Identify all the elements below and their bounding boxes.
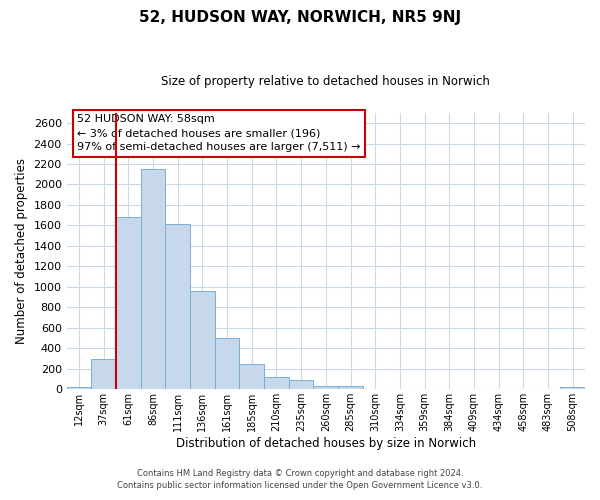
- Bar: [289, 380, 313, 390]
- Text: Contains HM Land Registry data © Crown copyright and database right 2024.
Contai: Contains HM Land Registry data © Crown c…: [118, 468, 482, 490]
- Bar: [536, 389, 560, 390]
- Bar: [511, 389, 536, 390]
- Bar: [363, 389, 388, 390]
- Bar: [116, 217, 141, 390]
- Bar: [412, 389, 437, 390]
- Bar: [560, 387, 585, 390]
- X-axis label: Distribution of detached houses by size in Norwich: Distribution of detached houses by size …: [176, 437, 476, 450]
- Bar: [166, 224, 190, 390]
- Bar: [215, 338, 239, 390]
- Bar: [91, 358, 116, 390]
- Bar: [264, 377, 289, 390]
- Bar: [239, 364, 264, 390]
- Bar: [141, 169, 166, 390]
- Title: Size of property relative to detached houses in Norwich: Size of property relative to detached ho…: [161, 75, 490, 88]
- Bar: [313, 386, 338, 390]
- Text: 52, HUDSON WAY, NORWICH, NR5 9NJ: 52, HUDSON WAY, NORWICH, NR5 9NJ: [139, 10, 461, 25]
- Y-axis label: Number of detached properties: Number of detached properties: [15, 158, 28, 344]
- Bar: [190, 291, 215, 390]
- Bar: [486, 389, 511, 390]
- Bar: [437, 389, 461, 390]
- Bar: [461, 389, 486, 390]
- Bar: [67, 387, 91, 390]
- Bar: [388, 389, 412, 390]
- Text: 52 HUDSON WAY: 58sqm
← 3% of detached houses are smaller (196)
97% of semi-detac: 52 HUDSON WAY: 58sqm ← 3% of detached ho…: [77, 114, 361, 152]
- Bar: [338, 386, 363, 390]
